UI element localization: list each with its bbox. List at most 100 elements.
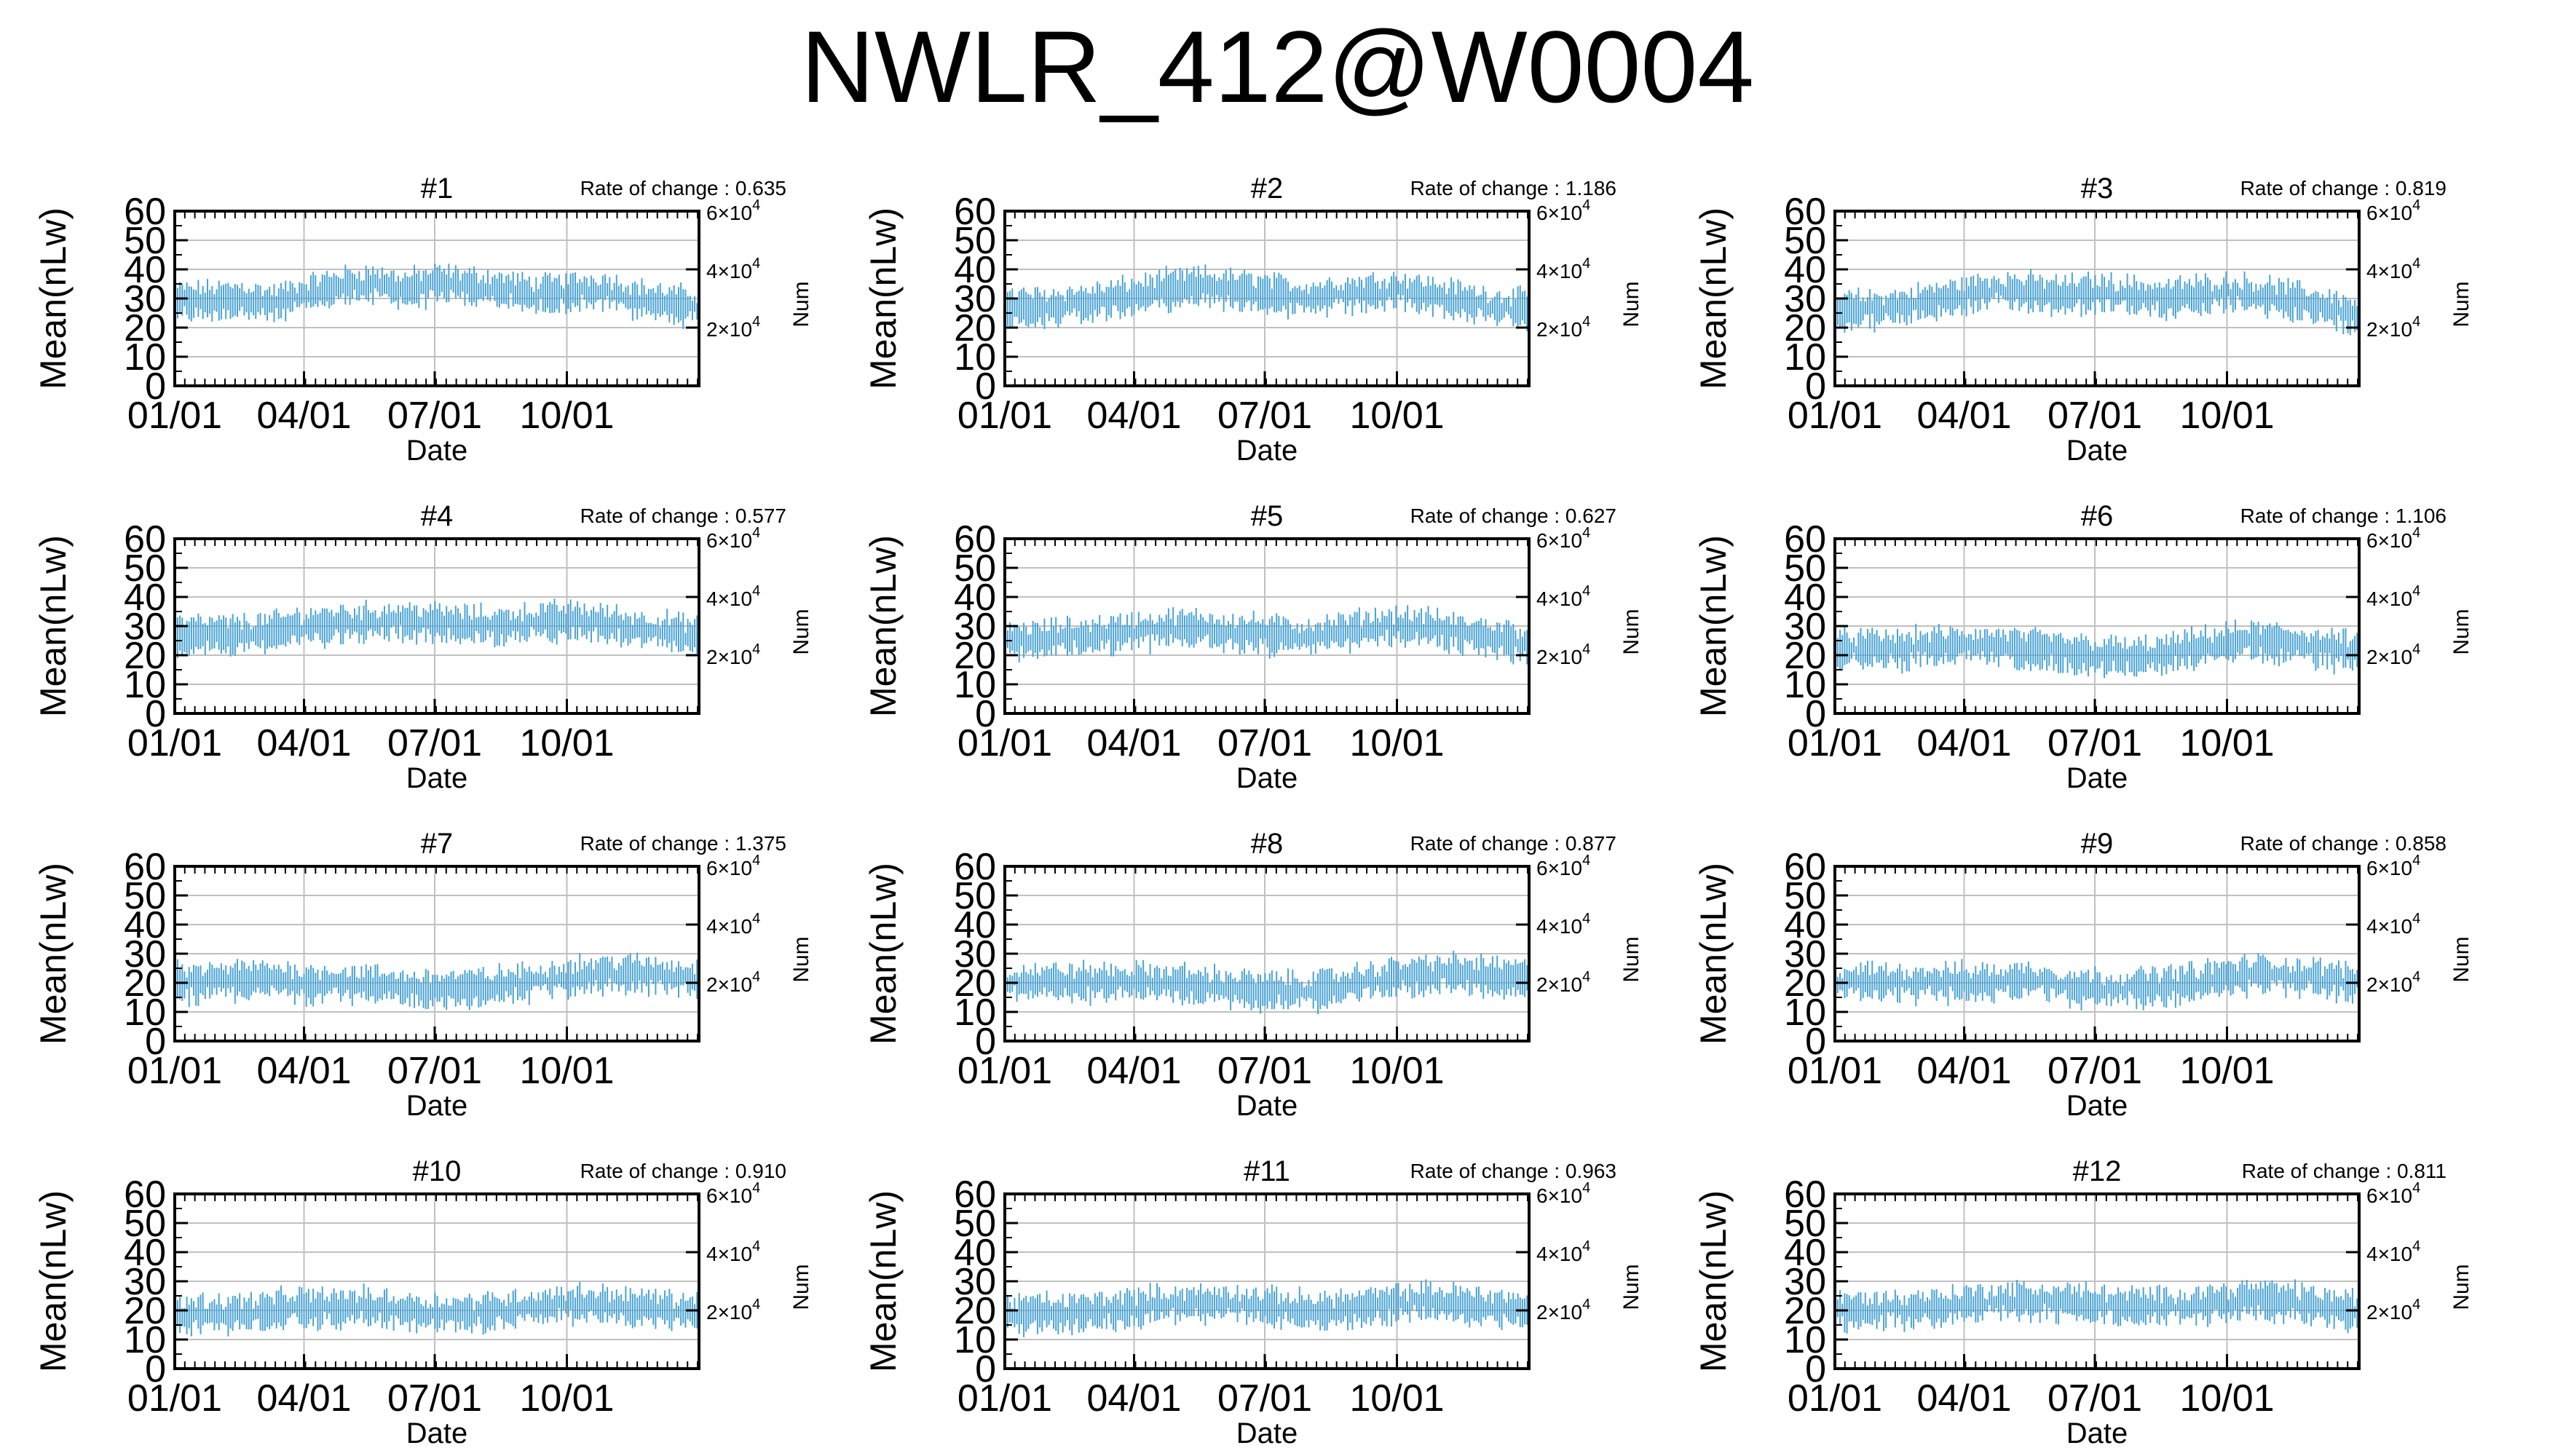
- rate-of-change-label: Rate of change : 1.106: [2240, 505, 2447, 527]
- y-tick-label: 60: [954, 1174, 996, 1216]
- x-tick-label: 04/01: [256, 1377, 351, 1420]
- y-tick-label: 40: [124, 904, 166, 946]
- x-tick-label: 01/01: [957, 722, 1052, 764]
- x-tick-label: 04/01: [256, 395, 351, 437]
- x-tick-label: 04/01: [256, 722, 351, 764]
- y-tick-label: 50: [954, 875, 996, 917]
- x-tick-label: 07/01: [387, 1377, 482, 1420]
- x-tick-label: 10/01: [519, 1050, 614, 1092]
- y-tick-label: 30: [1784, 606, 1826, 648]
- x-tick-label: 01/01: [127, 722, 222, 764]
- y2-axis-label: Num: [2449, 1264, 2473, 1310]
- y2-tick-label: 2×104: [2366, 1297, 2420, 1324]
- y2-axis-label: Num: [1619, 609, 1643, 654]
- x-tick-label: 04/01: [1086, 395, 1181, 437]
- y2-axis-label: Num: [2449, 281, 2473, 327]
- panel-title: #10: [413, 1155, 462, 1187]
- y2-tick-label: 6×104: [2366, 197, 2420, 224]
- y-tick-label: 20: [954, 1290, 996, 1332]
- y-tick-label: 10: [1784, 664, 1826, 706]
- x-minor-ticks: [1004, 866, 1529, 1041]
- x-axis-label: Date: [406, 762, 468, 794]
- y-tick-label: 10: [1784, 1319, 1826, 1361]
- x-axis-label: Date: [1236, 762, 1298, 794]
- rate-of-change-label: Rate of change : 0.963: [1410, 1160, 1616, 1182]
- y-tick-label: 30: [124, 933, 166, 976]
- y2-tick-label: 2×104: [706, 314, 760, 341]
- y2-tick-label: 4×104: [706, 583, 760, 610]
- x-tick-label: 10/01: [519, 1377, 614, 1420]
- x-tick-label: 04/01: [1086, 1050, 1181, 1092]
- y-tick-label: 30: [124, 1261, 166, 1303]
- y-tick-label: 40: [1784, 1232, 1826, 1274]
- data-series: [1006, 950, 1528, 1015]
- y-tick-label: 10: [124, 336, 166, 379]
- y-tick-label: 10: [124, 992, 166, 1034]
- y-tick-label: 50: [1784, 875, 1826, 917]
- y2-tick-label: 4×104: [2366, 911, 2420, 938]
- y-axis-label: Mean(nLw): [1693, 1190, 1734, 1372]
- x-tick-label: 10/01: [519, 722, 614, 764]
- y-tick-label: 20: [954, 307, 996, 349]
- x-tick-label: 07/01: [1217, 722, 1312, 764]
- data-series: [1836, 1279, 2358, 1334]
- y2-tick-label: 2×104: [2366, 314, 2420, 341]
- y-tick-label: 0: [1805, 365, 1826, 408]
- y2-tick-label: 6×104: [1536, 197, 1590, 224]
- y-tick-label: 50: [124, 547, 166, 590]
- y2-axis-label: Num: [789, 936, 813, 982]
- x-minor-ticks: [174, 539, 699, 713]
- x-tick-label: 01/01: [957, 1377, 1052, 1420]
- y-tick-label: 60: [1784, 1174, 1826, 1216]
- x-tick-label: 04/01: [1086, 722, 1181, 764]
- gridlines: [1005, 866, 1529, 1041]
- y-tick-label: 60: [124, 846, 166, 888]
- y2-tick-label: 6×104: [1536, 525, 1590, 552]
- y-tick-label: 30: [1784, 278, 1826, 320]
- y2-tick-label: 4×104: [1536, 583, 1590, 610]
- y-tick-label: 30: [954, 1261, 996, 1303]
- y-tick-label: 60: [124, 191, 166, 233]
- rate-of-change-label: Rate of change : 0.811: [2242, 1160, 2447, 1182]
- x-minor-ticks: [1004, 211, 1529, 386]
- x-tick-label: 07/01: [387, 1050, 482, 1092]
- x-tick-label: 04/01: [1086, 1377, 1181, 1420]
- y-axis-label: Mean(nLw): [33, 535, 74, 717]
- y-tick-label: 10: [954, 336, 996, 379]
- panel-title: #3: [2081, 173, 2114, 205]
- rate-of-change-label: Rate of change : 0.627: [1410, 505, 1616, 527]
- y-tick-label: 50: [124, 220, 166, 262]
- y-tick-label: 30: [954, 606, 996, 648]
- y-tick-label: 0: [975, 365, 996, 408]
- y2-tick-label: 2×104: [1536, 314, 1590, 341]
- x-tick-label: 04/01: [1916, 1050, 2011, 1092]
- y-tick-label: 60: [954, 846, 996, 888]
- y-tick-label: 40: [124, 1232, 166, 1274]
- panel-title: #8: [1251, 828, 1284, 860]
- y-axis-label: Mean(nLw): [1693, 863, 1734, 1045]
- x-tick-label: 01/01: [957, 395, 1052, 437]
- x-tick-label: 04/01: [1916, 1377, 2011, 1420]
- y2-tick-label: 6×104: [2366, 525, 2420, 552]
- data-series: [1836, 269, 2358, 336]
- x-tick-label: 10/01: [519, 395, 614, 437]
- x-tick-label: 01/01: [957, 1050, 1052, 1092]
- gridlines: [175, 866, 699, 1041]
- y-tick-label: 30: [124, 606, 166, 648]
- y-tick-label: 0: [145, 1021, 166, 1063]
- rate-of-change-label: Rate of change : 1.375: [580, 832, 786, 855]
- y2-axis-label: Num: [1619, 936, 1643, 982]
- y-tick-label: 60: [1784, 191, 1826, 233]
- y-tick-label: 50: [1784, 220, 1826, 262]
- gridlines: [175, 1194, 699, 1369]
- x-tick-label: 07/01: [1217, 1377, 1312, 1420]
- y-tick-label: 60: [954, 518, 996, 561]
- y-tick-label: 50: [954, 220, 996, 262]
- data-series: [176, 952, 698, 1010]
